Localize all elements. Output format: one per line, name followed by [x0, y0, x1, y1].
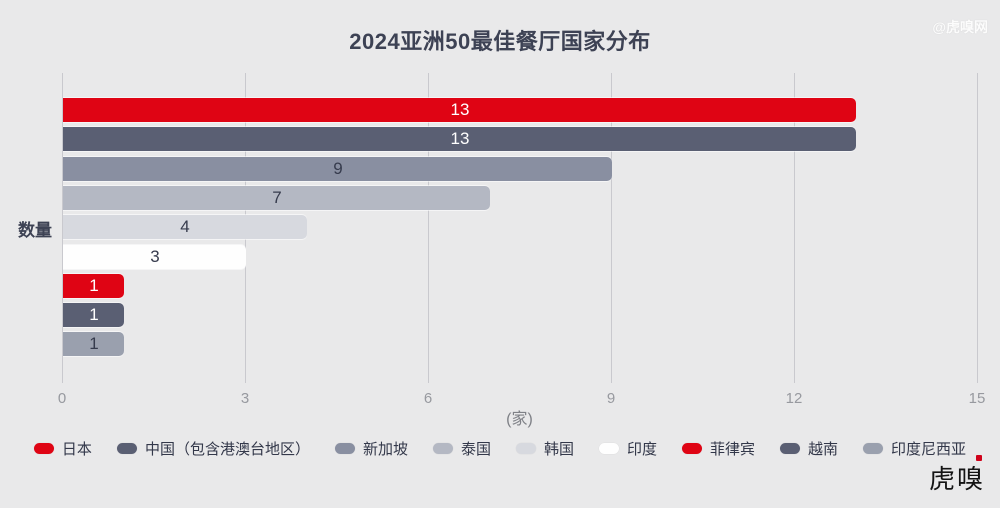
- legend-item-新加坡[interactable]: 新加坡: [334, 438, 408, 459]
- legend-item-中国（包含港澳台地区）[interactable]: 中国（包含港澳台地区）: [116, 438, 310, 459]
- legend-swatch-新加坡: [334, 443, 355, 454]
- bar-value-label-新加坡: 9: [333, 159, 343, 178]
- bar-value-label-印度尼西亚: 1: [89, 334, 99, 353]
- bar-印度[interactable]: [63, 245, 246, 269]
- legend-item-韩国[interactable]: 韩国: [515, 438, 574, 459]
- legend-label-日本: 日本: [61, 441, 92, 458]
- bar-row-越南: 1: [63, 303, 978, 327]
- legend-item-越南[interactable]: 越南: [780, 438, 838, 459]
- bar-value-label-日本: 13: [450, 100, 470, 119]
- bar-row-菲律宾: 1: [63, 274, 978, 298]
- huxiu-logo: 虎嗅: [928, 455, 985, 496]
- legend-swatch-越南: [780, 443, 801, 454]
- legend-label-新加坡: 新加坡: [362, 441, 408, 458]
- legend-label-印度尼西亚: 印度尼西亚: [891, 441, 967, 458]
- legend-label-印度: 印度: [627, 441, 658, 458]
- huxiu-logo-red-mark: [976, 455, 982, 461]
- bar-value-label-印度: 3: [150, 247, 160, 266]
- bar-row-印度尼西亚: 1: [63, 332, 978, 356]
- bar-新加坡[interactable]: [63, 157, 612, 181]
- bar-value-label-韩国: 4: [180, 217, 190, 236]
- legend-swatch-菲律宾: [682, 443, 703, 454]
- legend-swatch-印度: [599, 443, 619, 454]
- bar-越南[interactable]: [63, 303, 124, 327]
- gridline-x-0: [62, 73, 63, 383]
- legend-item-印度尼西亚[interactable]: 印度尼西亚: [863, 438, 966, 459]
- legend-swatch-日本: [33, 443, 54, 454]
- legend-swatch-韩国: [515, 443, 536, 454]
- legend-item-日本[interactable]: 日本: [33, 438, 92, 459]
- bar-row-印度: 3: [63, 245, 978, 269]
- bar-菲律宾[interactable]: [63, 274, 124, 298]
- legend-label-韩国: 韩国: [543, 441, 574, 458]
- x-tick-label-12: 12: [785, 390, 803, 407]
- bar-中国（包含港澳台地区）[interactable]: [63, 127, 856, 151]
- x-tick-label-3: 3: [240, 390, 250, 407]
- legend-label-中国（包含港澳台地区）: 中国（包含港澳台地区）: [144, 441, 310, 458]
- legend-item-菲律宾[interactable]: 菲律宾: [682, 438, 755, 459]
- bar-韩国[interactable]: [63, 215, 307, 239]
- bar-row-中国（包含港澳台地区）: 13: [63, 127, 978, 151]
- bar-value-label-菲律宾: 1: [89, 276, 99, 295]
- site-watermark: @虎嗅网: [932, 19, 988, 35]
- gridline-x-15: [977, 73, 978, 383]
- legend-label-菲律宾: 菲律宾: [710, 441, 756, 458]
- x-tick-label-6: 6: [423, 390, 433, 407]
- y-axis-label: 数量: [18, 221, 52, 240]
- bar-value-label-中国（包含港澳台地区）: 13: [450, 129, 470, 148]
- legend-swatch-泰国: [432, 443, 453, 454]
- gridline-x-6: [428, 73, 429, 383]
- bar-row-韩国: 4: [63, 215, 978, 239]
- legend-item-泰国[interactable]: 泰国: [432, 438, 491, 459]
- legend-label-越南: 越南: [808, 441, 839, 458]
- huxiu-logo-text: 虎嗅: [928, 465, 985, 495]
- legend-item-印度[interactable]: 印度: [599, 438, 657, 459]
- plot-area: 13 13 9 7 4 3 1 1 1 0 3 6 9 12 15 (家): [58, 73, 985, 428]
- bar-row-新加坡: 9: [63, 157, 978, 181]
- chart-title: 2024亚洲50最佳餐厅国家分布: [349, 29, 651, 54]
- x-axis-unit-label: (家): [506, 411, 533, 428]
- bar-value-label-越南: 1: [89, 305, 99, 324]
- gridline-x-12: [794, 73, 795, 383]
- legend-swatch-印度尼西亚: [863, 443, 884, 454]
- x-tick-label-15: 15: [968, 390, 986, 407]
- bar-value-label-泰国: 7: [272, 188, 282, 207]
- gridline-x-9: [611, 73, 612, 383]
- bar-row-泰国: 7: [63, 186, 978, 210]
- bar-row-日本: 13: [63, 98, 978, 122]
- legend-label-泰国: 泰国: [460, 441, 491, 458]
- x-tick-label-0: 0: [57, 390, 67, 407]
- x-tick-label-9: 9: [606, 390, 616, 407]
- legend-swatch-中国（包含港澳台地区）: [116, 443, 137, 454]
- bar-印度尼西亚[interactable]: [63, 332, 124, 356]
- legend: 日本 中国（包含港澳台地区） 新加坡 泰国 韩国 印度 菲律宾 越南 印度尼西亚: [0, 438, 1000, 459]
- bar-泰国[interactable]: [63, 186, 490, 210]
- bar-日本[interactable]: [63, 98, 856, 122]
